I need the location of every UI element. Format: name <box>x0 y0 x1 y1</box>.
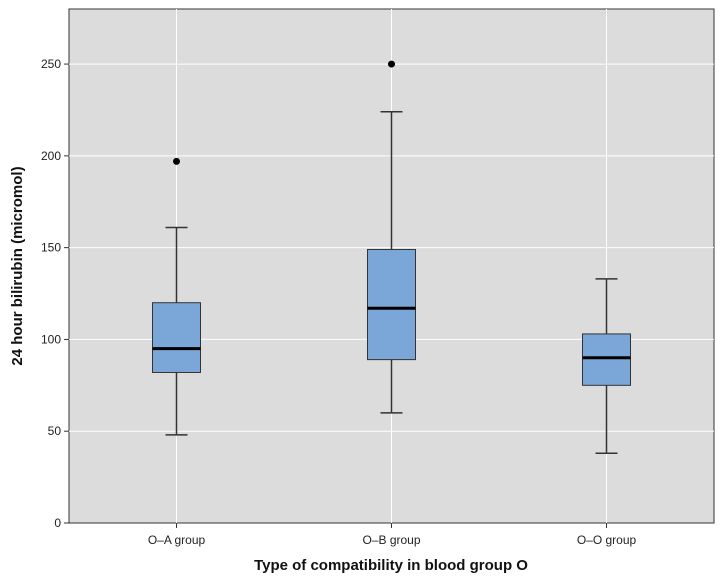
y-tick-label: 250 <box>41 57 61 71</box>
box-2 <box>367 60 416 414</box>
y-tick-label: 100 <box>41 332 61 346</box>
box-1 <box>152 157 201 436</box>
iqr-box <box>367 248 416 361</box>
y-tick-label: 150 <box>41 241 61 255</box>
x-axis-title: Type of compatibility in blood group O <box>254 557 528 574</box>
outlier-point <box>388 60 395 68</box>
iqr-box <box>582 333 631 386</box>
y-tick-label: 200 <box>41 149 61 163</box>
outlier-point <box>173 157 180 165</box>
box-3 <box>582 278 631 454</box>
axes: 0 50 100 150 200 250 O–A group O–B group O–O gro… <box>41 57 637 547</box>
iqr-box <box>152 302 201 373</box>
y-tick-label: 50 <box>48 424 62 438</box>
y-tick-label: 0 <box>54 516 61 530</box>
x-tick-label: O–A group <box>148 533 206 547</box>
boxes <box>152 60 631 454</box>
x-tick-label: O–O group <box>577 533 637 547</box>
y-axis-title: 24 hour bilirubin (micromol) <box>9 166 26 365</box>
x-tick-label: O–B group <box>362 533 420 547</box>
